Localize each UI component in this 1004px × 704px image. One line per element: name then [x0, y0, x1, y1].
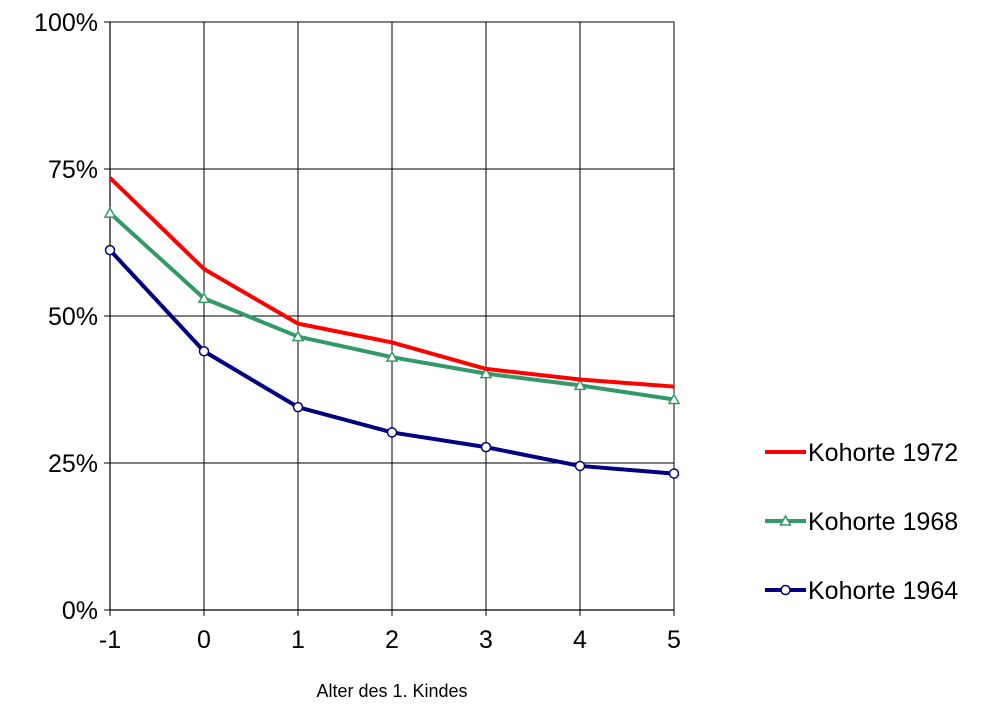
grid	[110, 21, 675, 611]
x-tick-label: 0	[197, 626, 211, 654]
x-tick-label: 4	[573, 626, 587, 654]
legend: Kohorte 1972 Kohorte 1968 Kohorte 1964	[765, 439, 958, 605]
legend-label: Kohorte 1968	[808, 508, 958, 536]
data-point-triangle	[479, 367, 493, 379]
y-tick-label: 0%	[62, 597, 98, 625]
series-group	[103, 176, 681, 479]
x-axis-title: Alter des 1. Kindes	[316, 681, 467, 701]
series-kohorte-1972	[108, 176, 675, 389]
x-tick-label: 5	[667, 626, 681, 654]
data-point-circle	[574, 460, 586, 472]
data-point-triangle	[197, 291, 211, 304]
tick-labels: 0% 25% 50% 75% 100% -1 0 1 2 3 4 5	[34, 9, 681, 654]
legend-label: Kohorte 1964	[808, 577, 958, 605]
y-tick-label: 25%	[48, 450, 98, 478]
data-point-circle	[668, 468, 680, 479]
data-point-triangle	[779, 514, 792, 526]
data-point-triangle	[385, 350, 399, 362]
data-point-circle	[104, 244, 116, 256]
series-kohorte-1968	[103, 206, 681, 405]
axes	[104, 21, 675, 616]
data-point-triangle	[103, 206, 117, 218]
y-tick-label: 50%	[48, 303, 98, 331]
data-point-circle	[198, 346, 210, 357]
data-point-triangle	[291, 330, 305, 342]
data-point-circle	[780, 584, 791, 596]
legend-label: Kohorte 1972	[808, 439, 958, 467]
data-point-circle	[292, 401, 304, 413]
legend-item: Kohorte 1972	[765, 439, 958, 467]
series-kohorte-1964	[104, 244, 680, 479]
y-tick-label: 100%	[34, 9, 98, 37]
data-point-circle	[480, 441, 492, 453]
x-tick-label: -1	[99, 626, 121, 654]
x-tick-label: 1	[291, 626, 305, 654]
legend-item: Kohorte 1968	[765, 508, 958, 536]
data-point-circle	[386, 427, 398, 438]
data-point-triangle	[667, 392, 681, 405]
x-tick-label: 2	[385, 626, 399, 654]
legend-item: Kohorte 1964	[765, 577, 958, 605]
x-tick-label: 3	[479, 626, 493, 654]
data-point-triangle	[573, 378, 587, 391]
series-line	[108, 176, 675, 389]
y-tick-label: 75%	[48, 156, 98, 184]
